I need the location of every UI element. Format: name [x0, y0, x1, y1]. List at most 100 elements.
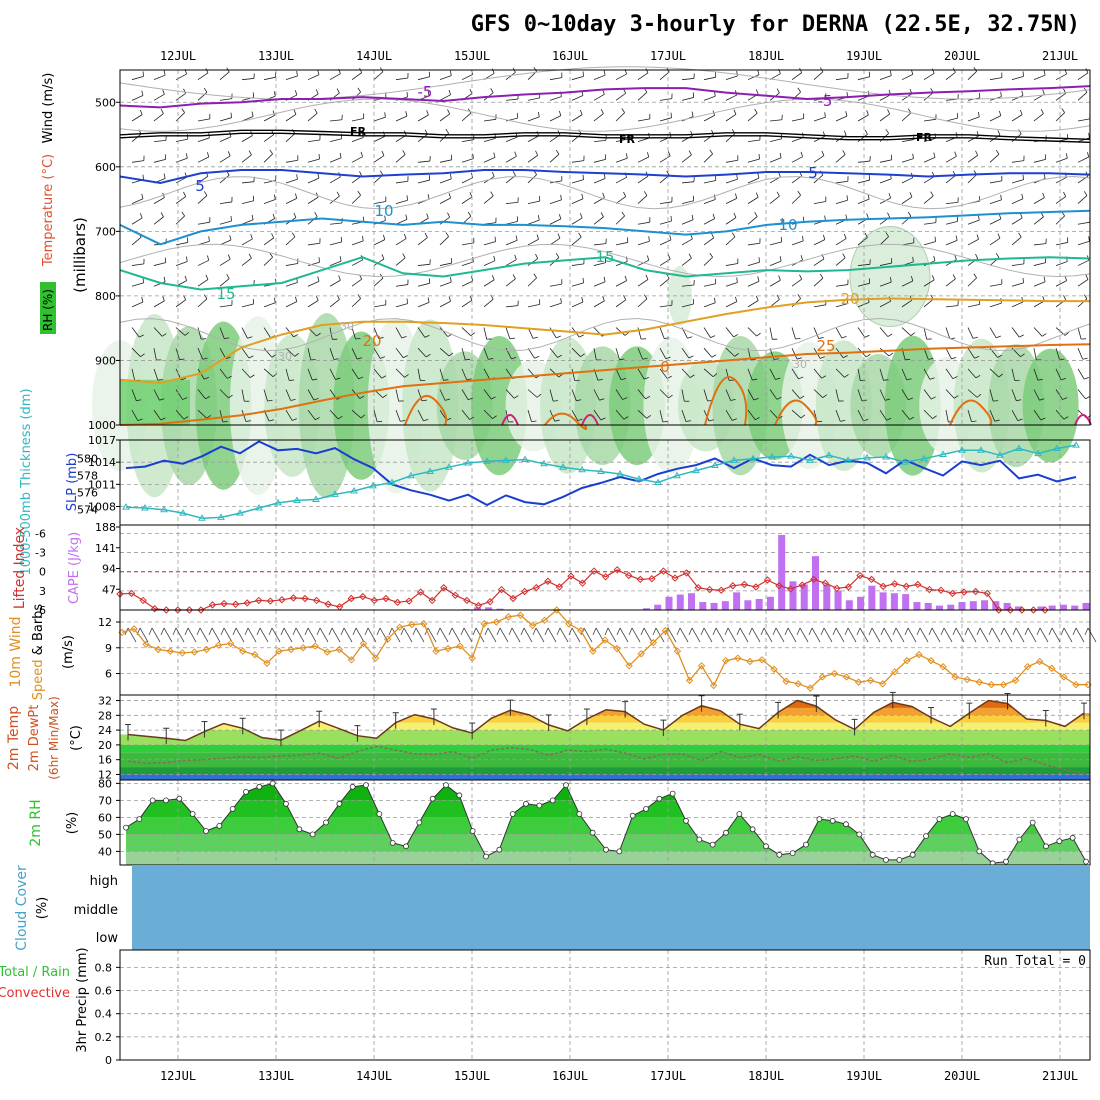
wind-barb: [659, 368, 668, 379]
wind-barb: [945, 389, 955, 399]
wind-barb: [747, 409, 756, 420]
wind-barb: [901, 327, 912, 337]
wind-barb: [527, 154, 538, 163]
wind-barb: [725, 347, 736, 357]
wind-barb: [747, 368, 753, 381]
wind-barb: [307, 261, 320, 266]
wind-barb: [791, 348, 798, 360]
wind-barb: [316, 332, 321, 337]
wind-speed-marker: [987, 680, 996, 689]
lifted-index-marker: [914, 580, 922, 589]
cape-bar: [710, 602, 718, 610]
wind-barb: [822, 394, 828, 399]
wind-barb: [571, 301, 584, 308]
wind-speed-line: [121, 609, 1088, 689]
wind-barb: [395, 115, 408, 122]
wind-barb: [813, 304, 826, 308]
wind-barb: [560, 298, 562, 304]
wind-barb: [417, 237, 428, 246]
lifted-index-marker: [648, 575, 656, 583]
wind-barb: [923, 298, 934, 308]
wind-barb: [241, 181, 254, 184]
wind-barb-10m: [787, 627, 797, 643]
rh-marker: [216, 823, 223, 829]
wind-barb: [373, 71, 384, 80]
wind-barb-10m: [907, 627, 917, 643]
wind-barb: [219, 117, 232, 122]
wind-barb: [668, 394, 673, 399]
wind-barb: [1016, 399, 1022, 402]
thickness-marker: [901, 458, 909, 465]
wind-barb: [351, 278, 362, 287]
wind-barb: [549, 409, 556, 422]
wind-barb: [1077, 279, 1089, 287]
wind-barb: [972, 336, 979, 339]
rh-marker: [936, 816, 943, 822]
wind-barb: [945, 240, 958, 246]
wind-barb: [1011, 368, 1016, 381]
lifted-index-marker: [497, 585, 506, 594]
wind-barb: [417, 347, 427, 358]
wind-barb: [251, 111, 254, 117]
wind-barb: [857, 114, 869, 122]
rh-marker: [363, 782, 369, 788]
wind-barb: [512, 274, 516, 280]
y-axis-label-cape: CAPE (J/kg): [67, 532, 82, 604]
wind-barb: [207, 255, 210, 261]
wind-barb: [141, 297, 144, 303]
wind-barb: [263, 302, 276, 308]
wind-barb: [333, 358, 339, 360]
wind-barb-10m: [376, 627, 381, 636]
wind-barb: [857, 327, 866, 338]
wind-barb-10m: [823, 627, 833, 643]
wind-barb: [857, 409, 864, 422]
wind-barb: [945, 201, 958, 205]
wind-barb: [140, 353, 145, 358]
li-tick-label: -6: [35, 527, 46, 540]
y-axis-label-wind-units-part: (m/s): [61, 635, 76, 669]
precip-legend-convective: Convective: [0, 986, 70, 1001]
wind-barb: [582, 71, 584, 77]
wind-barb: [295, 90, 298, 96]
thickness-marker: [787, 452, 795, 459]
wind-barb: [954, 254, 957, 260]
wind-barb-10m: [748, 627, 753, 636]
temp-contour-25: [704, 376, 748, 426]
wind-barb: [490, 294, 494, 300]
lifted-index-marker: [440, 583, 448, 592]
wind-barb: [427, 297, 430, 303]
wind-speed-marker: [540, 616, 549, 625]
wind-barb-10m: [1012, 627, 1017, 636]
wind-barb-10m: [652, 627, 657, 636]
wind-barb: [447, 109, 451, 115]
wind-barb-10m: [1084, 627, 1089, 636]
wind-barb: [395, 77, 408, 81]
wind-barb: [527, 389, 538, 398]
cape-bar: [755, 598, 763, 610]
wind-barb: [973, 66, 977, 72]
wind-barb-10m: [928, 627, 933, 636]
wind-barb: [669, 235, 672, 241]
wind-barb: [401, 336, 407, 339]
wind-barb: [615, 409, 625, 420]
wind-barb: [395, 180, 408, 184]
wind-barb: [659, 327, 665, 339]
wind-barb: [381, 254, 385, 260]
wind-barb: [769, 195, 780, 204]
wind-barb: [600, 212, 604, 218]
thickness-marker: [122, 503, 130, 510]
rh-marker: [949, 811, 956, 817]
lifted-index-line: [119, 569, 1045, 611]
wind-barb: [549, 115, 561, 122]
y-axis-label-millibars-part: (millibars): [71, 217, 89, 293]
wind-barb: [615, 157, 628, 163]
wind-barb: [1060, 378, 1067, 381]
wind-barb: [527, 135, 539, 142]
rh-marker: [869, 851, 876, 858]
y-axis-label-2m-temp-part: 2m Temp: [6, 706, 22, 770]
x-tick-label-bottom: 20JUL: [944, 1069, 980, 1083]
wind-barb-10m: [448, 627, 453, 636]
wind-barb: [709, 149, 713, 155]
wind-barb-10m: [940, 627, 945, 636]
wind-barb-10m: [643, 627, 653, 643]
